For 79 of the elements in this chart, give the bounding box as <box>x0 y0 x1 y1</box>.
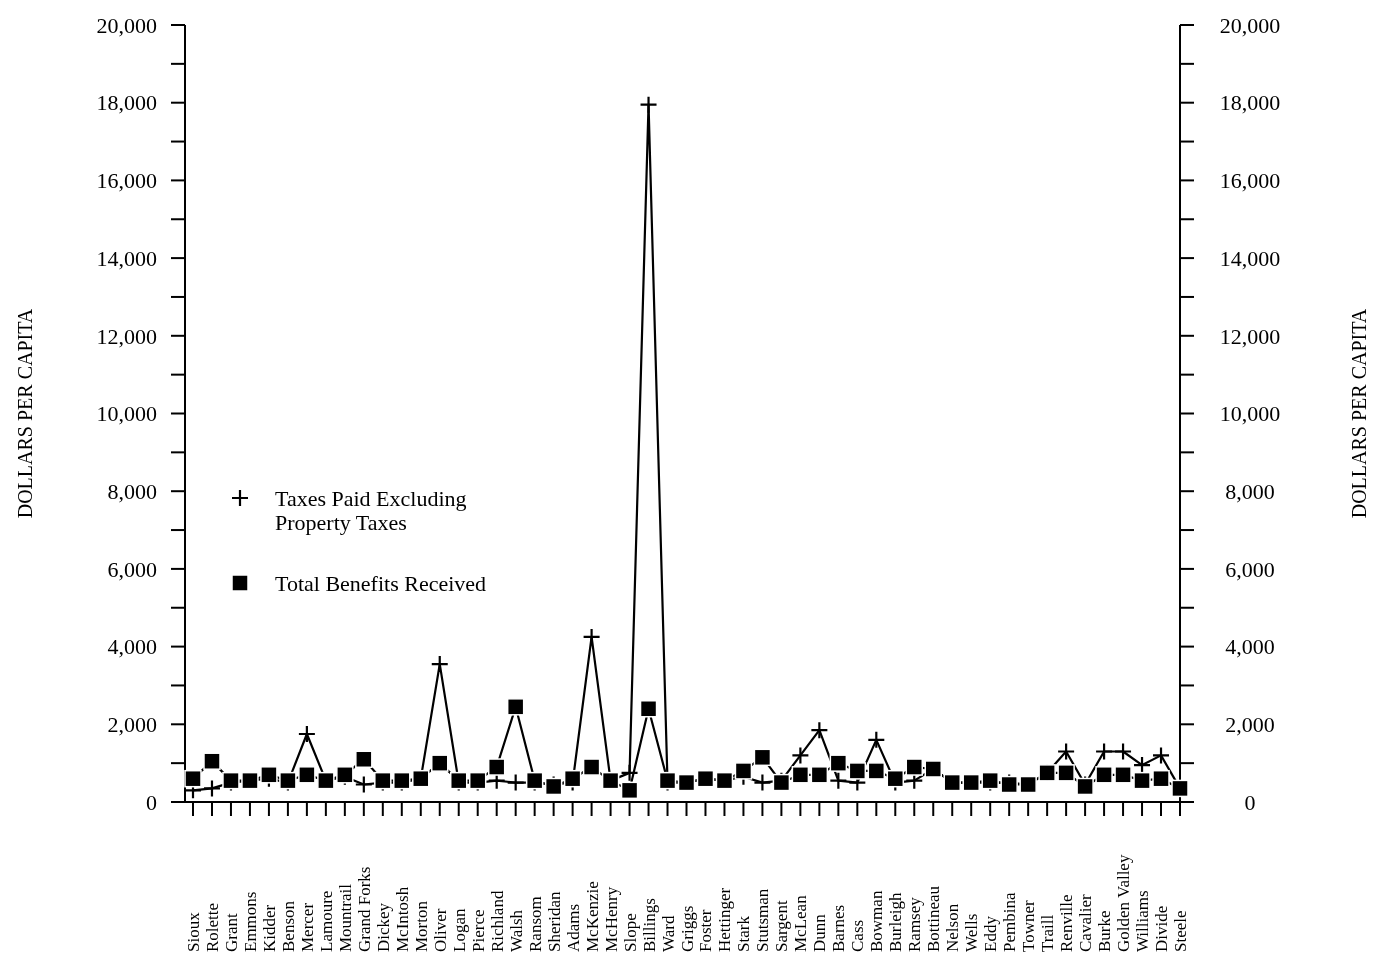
y2-axis-title: DOLLARS PER CAPITA <box>1348 308 1370 519</box>
x-tick-label: Dickey <box>373 902 393 952</box>
x-tick-label: Towner <box>1019 899 1039 952</box>
x-tick-label: McIntosh <box>392 886 412 952</box>
x-tick-label: Richland <box>487 890 507 952</box>
x-tick-label: Emmons <box>240 891 260 952</box>
x-tick-label: Ward <box>658 915 678 952</box>
x-tick-label: Lamoure <box>316 890 336 952</box>
x-tick-label: Foster <box>696 909 716 952</box>
x-tick-label: Dunn <box>810 913 830 952</box>
x-tick-label: Burleigh <box>886 892 906 952</box>
y-tick-label: 18,000 <box>96 90 157 116</box>
x-tick-label: Pembina <box>1000 892 1020 952</box>
y-tick-label: 6,000 <box>107 556 157 582</box>
x-tick-label: Traill <box>1038 914 1058 952</box>
x-tick-label: Morton <box>411 900 431 952</box>
x-tick-label: Rolette <box>202 902 222 952</box>
y2-tick-label: 10,000 <box>1219 401 1281 427</box>
x-tick-label: Eddy <box>981 915 1001 952</box>
y-tick-label: 14,000 <box>96 245 157 271</box>
y2-tick-label: 12,000 <box>1219 323 1281 349</box>
y2-tick-label: 18,000 <box>1219 90 1281 116</box>
x-tick-label: Nelson <box>943 903 963 952</box>
x-tick-label: Steele <box>1171 910 1190 952</box>
y-tick-label: 0 <box>146 789 157 815</box>
x-tick-label: Stutsman <box>753 888 773 952</box>
x-tick-label: Billings <box>639 898 659 952</box>
x-tick-label: Burke <box>1095 910 1115 952</box>
y2-tick-label: 8,000 <box>1225 478 1275 504</box>
x-tick-label: Bowman <box>867 890 887 952</box>
x-tick-label: Wells <box>962 913 982 952</box>
x-tick-label: Divide <box>1152 905 1172 952</box>
x-tick-label: Sheridan <box>544 891 564 952</box>
x-tick-label: Oliver <box>430 908 450 952</box>
x-tick-label: Grant <box>221 913 241 952</box>
y-tick-label: 20,000 <box>96 12 157 38</box>
x-tick-label: Ransom <box>525 896 545 952</box>
x-tick-label: Kidder <box>259 904 279 952</box>
x-tick-label: Renville <box>1057 894 1077 952</box>
x-tick-label: Walsh <box>506 909 526 952</box>
x-tick-label: Benson <box>278 900 298 952</box>
y2-tick-label: 0 <box>1244 789 1256 815</box>
x-tick-label: Griggs <box>677 905 697 952</box>
y2-tick-label: 20,000 <box>1219 12 1281 38</box>
x-tick-label: Cavalier <box>1076 894 1096 952</box>
x-tick-label: Adams <box>563 903 583 952</box>
y-tick-label: 4,000 <box>107 634 157 660</box>
y-tick-label: 16,000 <box>96 168 157 194</box>
y2-tick-label: 6,000 <box>1225 556 1275 582</box>
y-tick-label: 2,000 <box>107 712 157 737</box>
y-axis-title: DOLLARS PER CAPITA <box>14 308 36 519</box>
x-tick-label: Williams <box>1133 890 1153 952</box>
x-tick-label: Slope <box>620 913 640 952</box>
x-tick-label: Hettinger <box>715 887 735 952</box>
x-tick-label: Logan <box>449 908 469 952</box>
x-tick-label: Pierce <box>468 909 488 952</box>
y2-tick-label: 14,000 <box>1219 245 1281 271</box>
x-tick-label: Golden Valley <box>1114 854 1134 952</box>
x-tick-label: Cass <box>848 919 868 952</box>
x-tick-label: Bottineau <box>924 885 944 952</box>
x-tick-label: Sioux <box>184 911 203 952</box>
x-tick-label: Grand Forks <box>354 866 374 952</box>
y-tick-label: 12,000 <box>96 323 157 349</box>
legend-label: Total Benefits Received <box>275 570 487 596</box>
x-tick-label: Barnes <box>829 904 849 952</box>
x-tick-label: Ramsey <box>905 896 925 952</box>
x-tick-label: Mercer <box>297 902 317 952</box>
y2-tick-label: 16,000 <box>1219 168 1281 194</box>
x-tick-label: Stark <box>734 915 754 952</box>
y2-tick-label: 2,000 <box>1225 712 1275 737</box>
x-tick-label: McKenzie <box>582 881 602 952</box>
x-tick-label: Mountrail <box>335 883 355 952</box>
y2-tick-label: 4,000 <box>1225 634 1275 660</box>
x-tick-label: Sargent <box>772 900 792 952</box>
y-tick-label: 10,000 <box>96 401 157 427</box>
x-tick-label: McLean <box>791 894 811 952</box>
y-tick-label: 8,000 <box>107 478 157 504</box>
legend-label: Taxes Paid Excluding Property Taxes <box>275 485 467 535</box>
x-tick-label: McHenry <box>601 886 621 952</box>
